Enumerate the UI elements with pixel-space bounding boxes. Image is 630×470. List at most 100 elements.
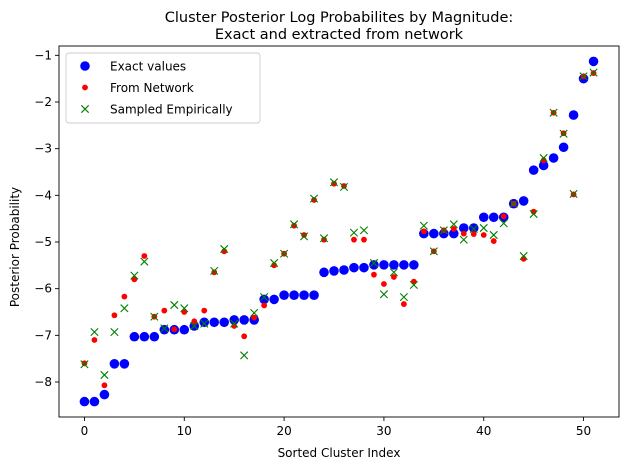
sampled-value-point <box>529 209 538 219</box>
network-value-point <box>121 293 128 300</box>
sampled-value-point <box>369 258 379 268</box>
sampled-value-point <box>230 319 239 328</box>
exact-value-point <box>279 290 289 301</box>
sampled-value-point <box>319 234 329 243</box>
exact-value-point <box>548 153 559 163</box>
sampled-value-point <box>539 153 548 163</box>
sampled-value-point <box>379 290 389 299</box>
network-value-point <box>480 232 487 238</box>
sampled-value-point <box>140 257 149 266</box>
exact-value-point <box>448 228 459 239</box>
sampled-value-point <box>220 244 229 254</box>
network-value-point <box>251 314 258 321</box>
network-value-point <box>291 222 297 229</box>
network-value-point <box>241 333 248 340</box>
sampled-value-point <box>80 360 89 369</box>
exact-value-point <box>129 331 140 342</box>
sampled-value-point <box>439 226 448 235</box>
plot-frame <box>58 45 620 418</box>
exact-value-point <box>99 389 110 400</box>
network-value-point <box>410 278 417 285</box>
sampled-value-point <box>349 228 359 237</box>
legend-entry-label: Exact values <box>110 60 186 74</box>
exact-value-point <box>269 294 279 305</box>
network-value-point <box>81 360 88 367</box>
y-tick-label: −3 <box>34 142 52 156</box>
exact-value-point <box>518 196 529 206</box>
x-tick-label: 40 <box>476 424 491 438</box>
sampled-value-point <box>210 266 219 276</box>
sampled-value-point <box>130 271 139 280</box>
exact-value-point <box>528 165 539 175</box>
network-value-point <box>101 382 108 389</box>
y-tick-label: −2 <box>34 95 52 109</box>
x-tick-label: 20 <box>276 424 291 438</box>
sampled-value-point <box>260 292 269 302</box>
exact-value-point <box>588 56 599 67</box>
exact-value-point <box>219 317 230 328</box>
sampled-value-point <box>289 220 299 229</box>
y-tick-label: −4 <box>34 188 52 202</box>
network-value-point <box>211 269 218 276</box>
network-value-point <box>420 228 427 235</box>
exact-value-point <box>259 294 269 305</box>
network-value-point <box>91 337 98 343</box>
exact-value-point <box>429 228 439 239</box>
network-value-point <box>131 276 138 283</box>
exact-value-point <box>209 317 220 328</box>
network-value-point <box>301 232 307 238</box>
sampled-value-point <box>469 224 478 234</box>
exact-value-point <box>468 223 479 233</box>
exact-value-point <box>89 396 100 407</box>
network-value-point <box>111 312 118 319</box>
exact-value-point <box>389 260 399 270</box>
sampled-value-point <box>240 351 249 360</box>
sampled-value-point <box>160 324 169 333</box>
chart-title: Cluster Posterior Log Probabilites by Ma… <box>165 10 514 43</box>
y-tick-label: −7 <box>34 328 52 342</box>
exact-value-point <box>339 265 349 275</box>
legend: Exact values From Network Sampled Empirica… <box>65 52 261 124</box>
sampled-value-point <box>519 251 528 261</box>
exact-value-point <box>109 359 120 369</box>
sampled-value-point <box>309 194 319 203</box>
exact-value-point <box>369 260 379 270</box>
exact-value-point <box>159 324 170 335</box>
network-value-point <box>450 226 457 232</box>
exact-value-point <box>139 331 150 342</box>
network-value-point <box>400 301 407 307</box>
network-value-point <box>391 274 397 280</box>
exact-value-point <box>309 290 319 301</box>
exact-value-point <box>119 359 130 369</box>
network-value-point <box>161 307 168 314</box>
sampled-value-point <box>479 223 488 233</box>
y-axis-ticks: −8 −7 −6 −5 −4 −3 −2 −1 <box>34 48 59 389</box>
exact-value-point <box>239 315 249 325</box>
network-value-point <box>141 253 148 259</box>
exact-value-point <box>359 262 369 273</box>
y-tick-label: −1 <box>34 48 52 62</box>
sampled-value-point <box>399 292 408 302</box>
network-value-point <box>341 183 347 189</box>
x-tick-label: 10 <box>177 424 192 438</box>
exact-value-point <box>568 110 579 120</box>
y-tick-label: −5 <box>34 235 52 249</box>
network-value-point <box>470 231 477 237</box>
exact-value-point <box>558 142 569 153</box>
sampled-value-point <box>190 321 199 331</box>
network-value-point <box>331 180 337 187</box>
network-value-point <box>191 318 198 325</box>
exact-value-point <box>329 266 339 276</box>
sampled-value-point <box>250 308 259 318</box>
sampled-value-point <box>589 68 598 77</box>
network-value-point <box>490 238 497 244</box>
x-tick-label: 50 <box>576 424 591 438</box>
sampled-value-point <box>509 199 518 208</box>
network-value-point <box>311 197 317 203</box>
sampled-value-point <box>449 220 458 229</box>
sampled-value-point <box>499 219 508 228</box>
sampled-value-point <box>180 304 189 313</box>
exact-value-point <box>199 317 210 328</box>
x-axis-ticks: 0 10 20 30 40 50 <box>81 417 591 438</box>
